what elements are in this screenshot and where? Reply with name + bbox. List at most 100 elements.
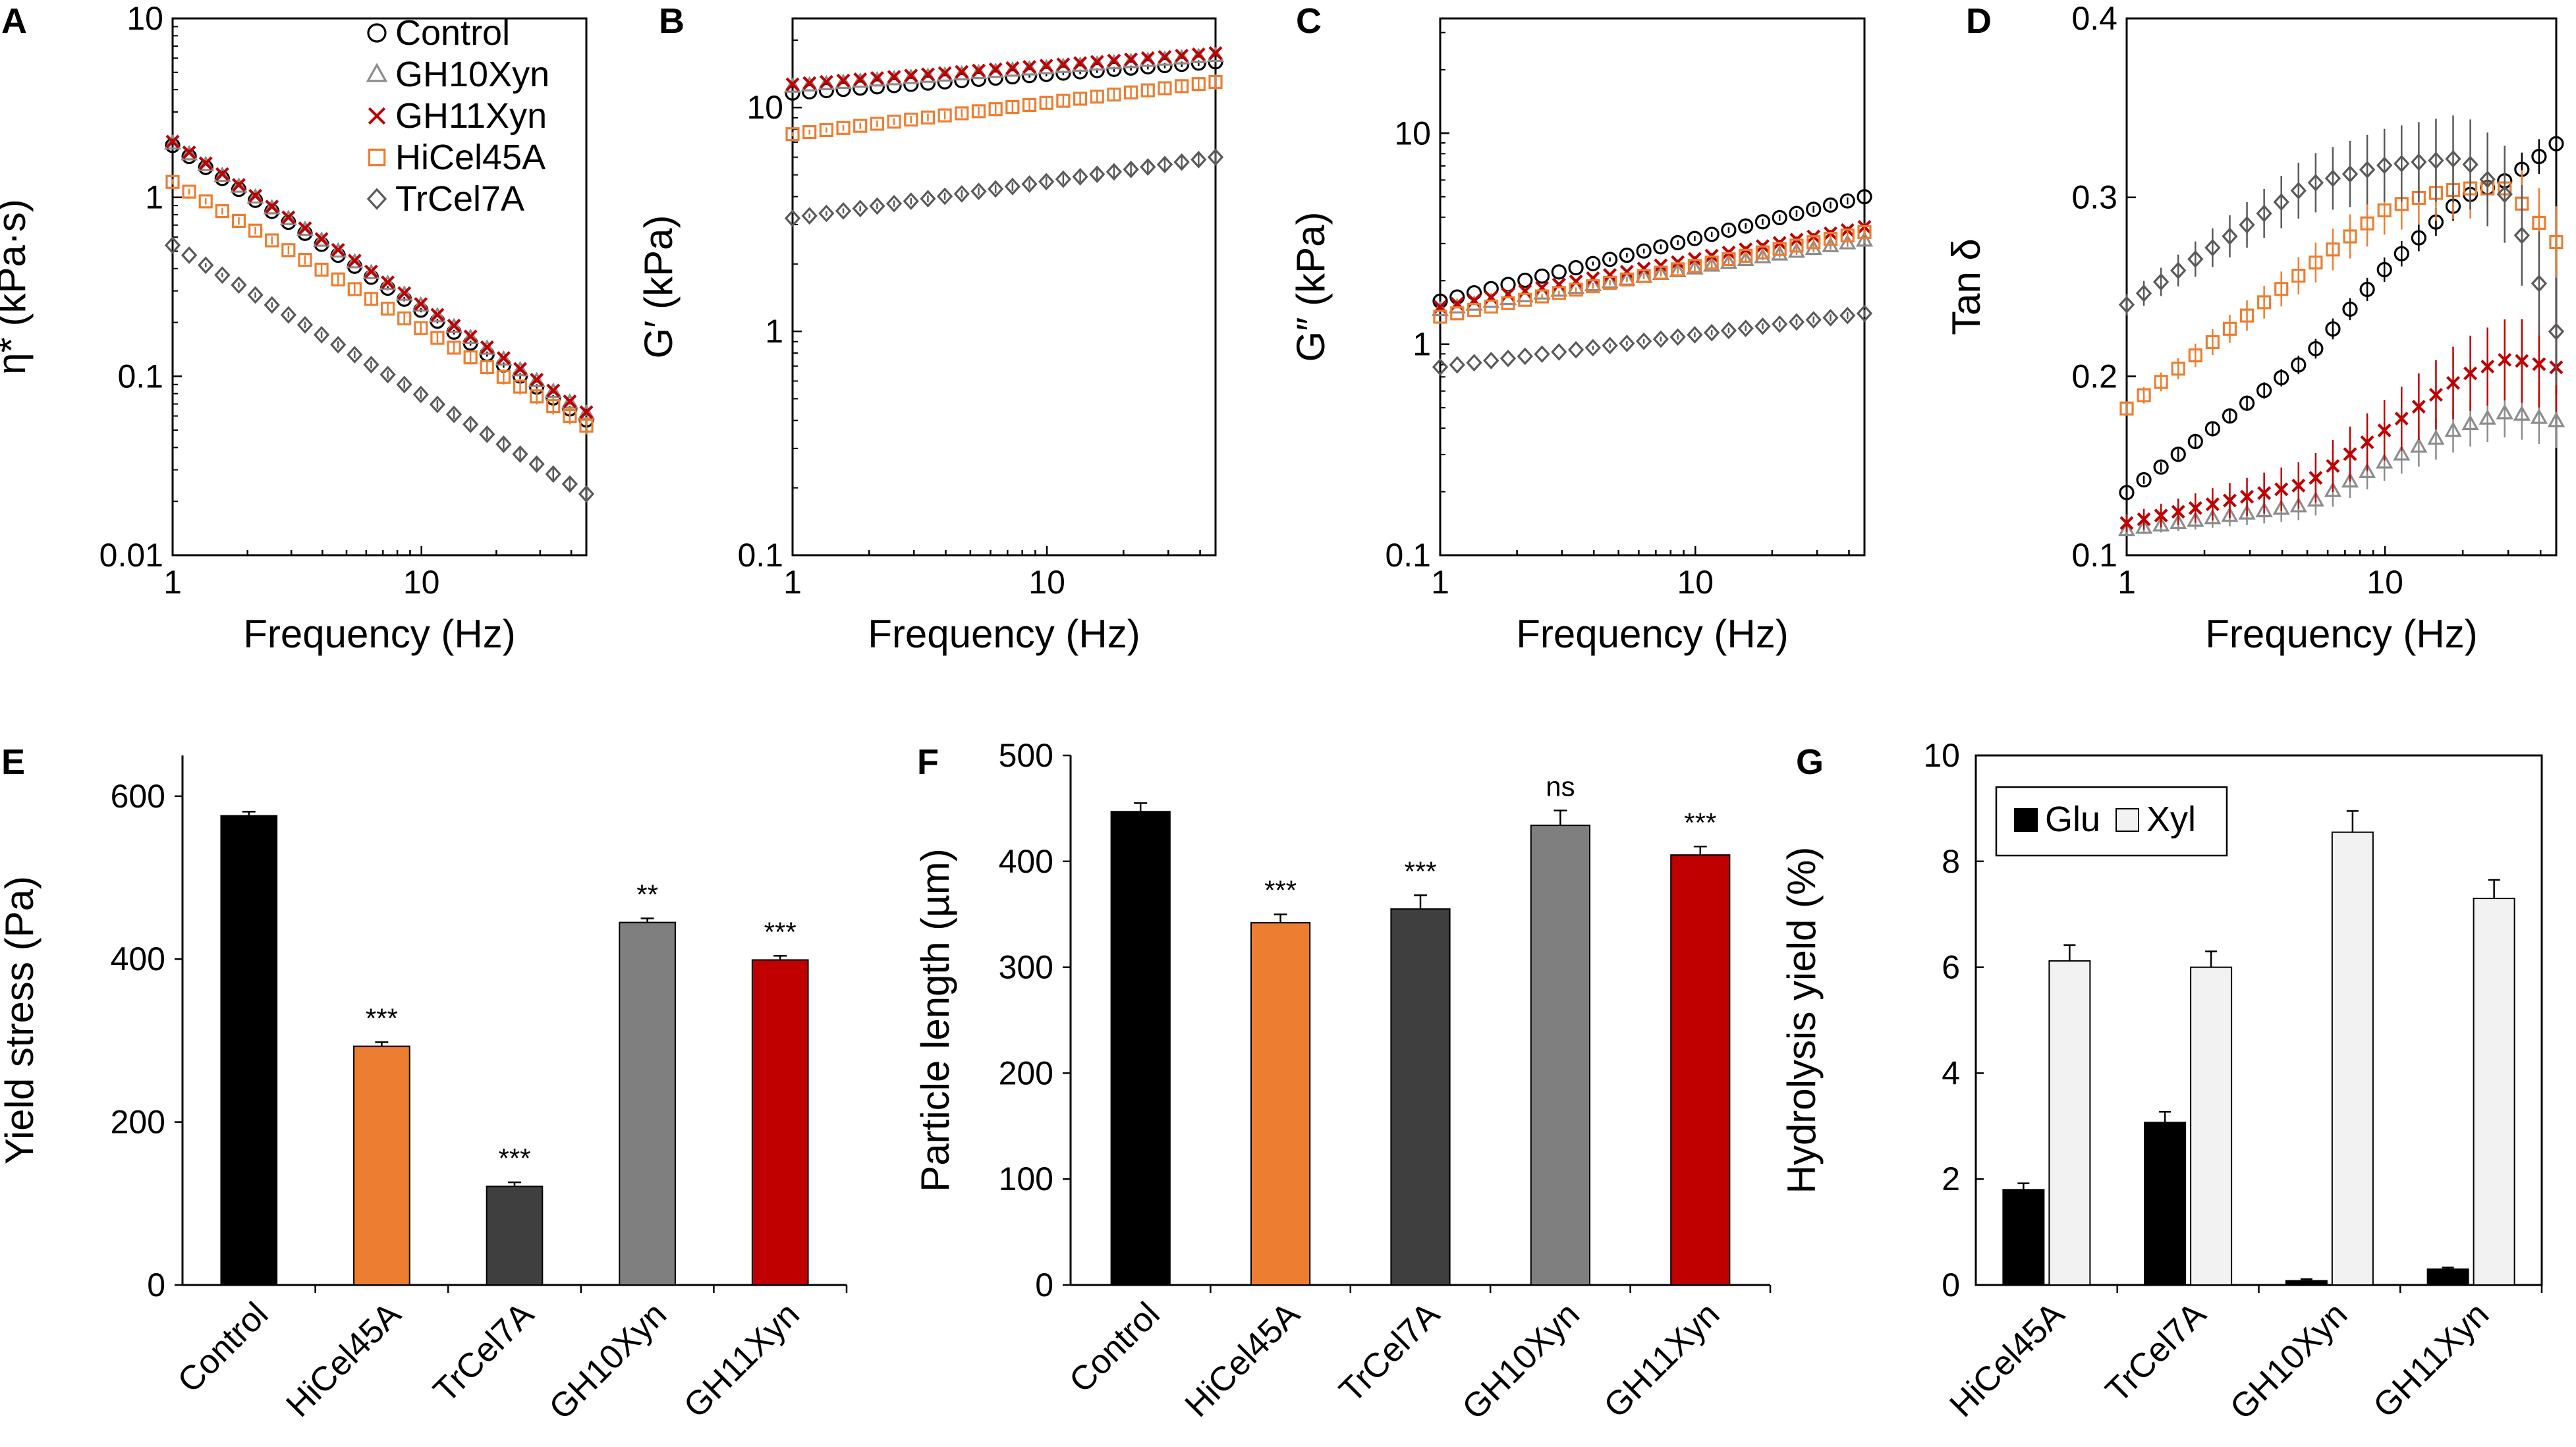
data-point	[264, 296, 280, 314]
data-point	[2222, 227, 2238, 246]
x-tick-label: 10	[403, 564, 440, 601]
data-point	[1123, 85, 1138, 99]
data-point	[2222, 408, 2238, 424]
data-point	[496, 369, 511, 384]
data-point	[279, 209, 297, 225]
data-point	[1021, 68, 1038, 84]
data-point	[495, 350, 513, 366]
data-point	[2119, 516, 2134, 530]
data-point	[1090, 90, 1104, 104]
data-point	[165, 138, 181, 153]
data-point	[198, 194, 213, 209]
x-tick-label: GH10Xyn	[1455, 1295, 1586, 1427]
data-point	[197, 155, 215, 171]
data-point	[495, 435, 512, 453]
data-point	[1687, 259, 1702, 273]
data-point	[2170, 513, 2187, 530]
data-point	[1806, 235, 1821, 250]
data-point	[2240, 489, 2254, 504]
data-point	[2204, 238, 2221, 257]
panel-a: A 1 10 Frequency (Hz) 0.01 0.1 1 10 η* (kPa·s) Co…	[0, 0, 596, 656]
panel-letter: C	[1296, 1, 1322, 41]
data-point	[1124, 52, 1138, 67]
data-point	[2291, 478, 2306, 493]
data-point	[1806, 202, 1822, 217]
panel-letter: A	[1, 1, 27, 41]
data-point	[1739, 248, 1753, 263]
data-point	[1039, 59, 1053, 73]
data-point	[1056, 94, 1071, 108]
data-point	[836, 73, 851, 88]
data-point	[2428, 151, 2444, 170]
data-point	[2152, 273, 2170, 291]
data-point	[428, 306, 447, 323]
y-tick-label: 400	[999, 843, 1053, 880]
data-point	[347, 254, 362, 268]
series-gh11xyn	[1433, 219, 1872, 314]
data-point	[988, 70, 1003, 86]
data-point	[1687, 252, 1702, 266]
plot-frame	[791, 17, 1217, 557]
data-point	[2187, 250, 2204, 268]
plot-frame	[1439, 17, 1866, 557]
x-tick-label: GH11Xyn	[677, 1295, 807, 1425]
data-point	[1584, 339, 1602, 357]
y-tick-label: 2	[1942, 1160, 1960, 1197]
data-point	[2376, 156, 2393, 175]
data-point	[1106, 163, 1123, 181]
data-point	[414, 321, 428, 335]
bar-trcel7a	[1390, 908, 1451, 1286]
data-point	[329, 242, 347, 258]
data-point	[563, 408, 577, 423]
data-point	[2360, 435, 2374, 449]
data-point	[868, 70, 886, 87]
x-tick-label: GH11Xyn	[2366, 1295, 2496, 1425]
data-point	[2532, 357, 2546, 371]
data-point	[462, 328, 480, 344]
data-point	[2170, 261, 2187, 280]
data-point	[1670, 234, 1686, 251]
data-point	[2325, 321, 2341, 337]
data-point	[412, 296, 430, 312]
data-point	[213, 166, 231, 182]
legend-marker-hicel45a	[368, 148, 386, 167]
data-point	[462, 415, 479, 433]
data-point	[2187, 511, 2204, 527]
data-point	[1190, 150, 1207, 169]
data-point	[870, 71, 884, 85]
data-point	[1140, 83, 1155, 97]
data-point	[2257, 295, 2272, 310]
data-point	[2428, 387, 2443, 402]
y-tick-label: 1	[145, 179, 163, 216]
data-point	[182, 145, 196, 159]
data-point	[1056, 57, 1071, 72]
x-tick-label: Control	[1062, 1295, 1167, 1400]
data-point	[165, 134, 180, 149]
data-point	[870, 117, 885, 131]
data-point	[513, 379, 528, 394]
x-tick-label: 1	[163, 564, 182, 601]
data-point	[1208, 74, 1223, 90]
data-point	[1140, 158, 1156, 176]
data-point	[802, 76, 817, 90]
data-point	[2204, 508, 2222, 525]
data-point	[2358, 462, 2376, 478]
data-point	[2135, 284, 2152, 302]
significance-label: ***	[1264, 875, 1297, 906]
data-point	[1467, 303, 1482, 317]
data-point	[1038, 67, 1054, 82]
data-point	[181, 246, 198, 264]
plot-frame	[171, 17, 588, 557]
data-point	[1653, 239, 1669, 255]
data-point	[546, 399, 561, 414]
y-tick-label: 6	[1942, 949, 1960, 986]
data-point	[2446, 375, 2461, 390]
data-point	[818, 82, 834, 99]
data-point	[2498, 352, 2512, 367]
data-point	[447, 341, 461, 355]
data-point	[296, 315, 314, 334]
data-point	[364, 292, 379, 306]
data-point	[869, 197, 885, 215]
data-point	[263, 198, 281, 215]
bar-gh10xyn	[1530, 825, 1591, 1286]
